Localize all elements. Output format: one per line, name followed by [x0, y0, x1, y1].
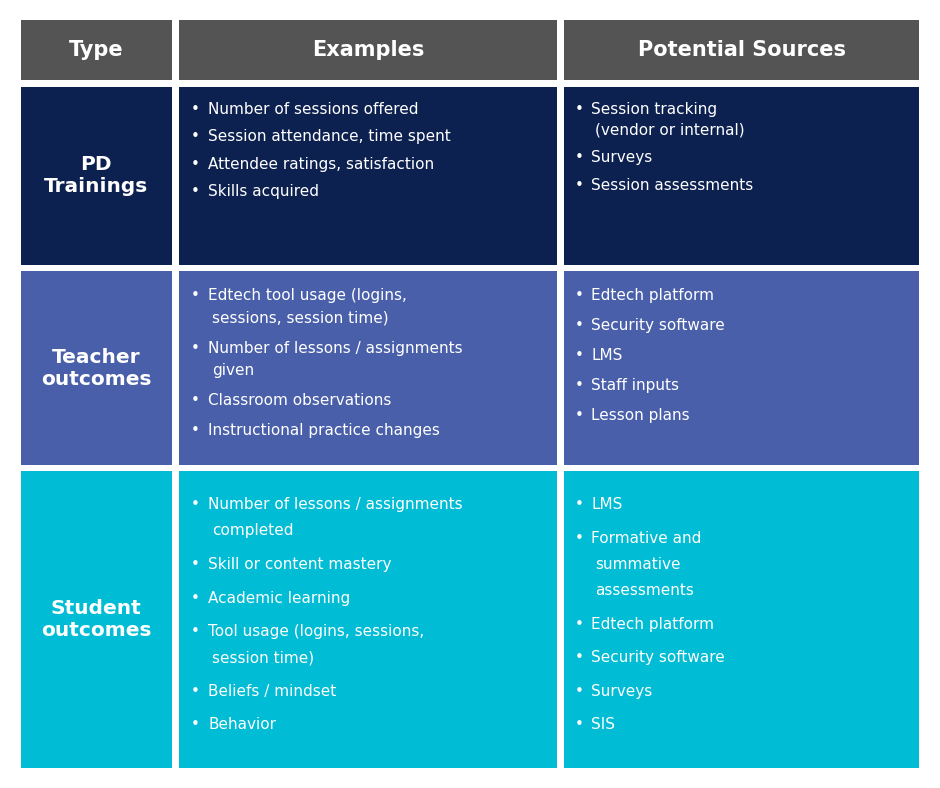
Text: •: • — [575, 684, 584, 699]
Text: Beliefs / mindset: Beliefs / mindset — [209, 684, 337, 699]
Text: •: • — [191, 591, 200, 606]
Text: (vendor or internal): (vendor or internal) — [595, 123, 744, 138]
Text: SIS: SIS — [591, 717, 616, 732]
Text: Security software: Security software — [591, 650, 725, 665]
Text: Session assessments: Session assessments — [591, 178, 754, 193]
Text: Formative and: Formative and — [591, 531, 702, 546]
Text: Classroom observations: Classroom observations — [209, 393, 392, 408]
Text: Security software: Security software — [591, 318, 725, 333]
Text: •: • — [191, 157, 200, 172]
Bar — [180, 20, 556, 80]
Text: •: • — [575, 151, 584, 165]
Text: •: • — [191, 393, 200, 408]
Text: Edtech platform: Edtech platform — [591, 616, 714, 631]
Text: PD
Trainings: PD Trainings — [44, 155, 149, 196]
Text: •: • — [191, 102, 200, 117]
Text: summative: summative — [595, 557, 681, 572]
Text: completed: completed — [212, 523, 293, 538]
Text: assessments: assessments — [595, 583, 694, 598]
Text: Staff inputs: Staff inputs — [591, 377, 680, 392]
Text: Edtech platform: Edtech platform — [591, 288, 714, 303]
Text: Tool usage (logins, sessions,: Tool usage (logins, sessions, — [209, 624, 425, 639]
Text: Academic learning: Academic learning — [209, 591, 351, 606]
Bar — [564, 271, 919, 465]
Text: Teacher
outcomes: Teacher outcomes — [41, 348, 151, 388]
Bar — [564, 471, 919, 768]
Text: session time): session time) — [212, 650, 314, 665]
Text: Session attendance, time spent: Session attendance, time spent — [209, 129, 451, 144]
Text: •: • — [575, 318, 584, 333]
Text: Lesson plans: Lesson plans — [591, 407, 690, 422]
Bar — [180, 471, 556, 768]
Text: •: • — [191, 717, 200, 732]
Text: •: • — [191, 497, 200, 512]
Text: •: • — [191, 422, 200, 437]
Text: •: • — [191, 624, 200, 639]
Text: Type: Type — [69, 40, 123, 61]
Text: Surveys: Surveys — [591, 684, 652, 699]
Bar — [564, 20, 919, 80]
Text: •: • — [191, 288, 200, 303]
Text: •: • — [191, 184, 200, 199]
Bar — [21, 471, 172, 768]
Text: LMS: LMS — [591, 348, 623, 362]
Text: Behavior: Behavior — [209, 717, 276, 732]
Text: Number of lessons / assignments: Number of lessons / assignments — [209, 340, 462, 355]
Text: Student
outcomes: Student outcomes — [41, 599, 151, 640]
Text: Instructional practice changes: Instructional practice changes — [209, 422, 440, 437]
Bar — [21, 20, 172, 80]
Text: •: • — [575, 348, 584, 362]
Text: •: • — [575, 377, 584, 392]
Text: •: • — [191, 557, 200, 572]
Text: •: • — [191, 340, 200, 355]
Text: •: • — [575, 288, 584, 303]
Text: Skills acquired: Skills acquired — [209, 184, 320, 199]
Text: •: • — [575, 102, 584, 117]
Text: •: • — [575, 407, 584, 422]
Text: LMS: LMS — [591, 497, 623, 512]
Bar — [180, 87, 556, 265]
Text: sessions, session time): sessions, session time) — [212, 311, 389, 326]
Text: Edtech tool usage (logins,: Edtech tool usage (logins, — [209, 288, 407, 303]
Bar — [180, 271, 556, 465]
Text: Attendee ratings, satisfaction: Attendee ratings, satisfaction — [209, 157, 434, 172]
Text: •: • — [191, 129, 200, 144]
Text: Number of lessons / assignments: Number of lessons / assignments — [209, 497, 462, 512]
Text: Surveys: Surveys — [591, 151, 652, 165]
Text: •: • — [575, 616, 584, 631]
Bar — [21, 271, 172, 465]
Text: Number of sessions offered: Number of sessions offered — [209, 102, 418, 117]
Text: •: • — [575, 717, 584, 732]
Text: Session tracking: Session tracking — [591, 102, 717, 117]
Text: Examples: Examples — [312, 40, 424, 61]
Text: •: • — [575, 650, 584, 665]
Bar — [21, 87, 172, 265]
Text: Skill or content mastery: Skill or content mastery — [209, 557, 392, 572]
Text: •: • — [575, 178, 584, 193]
Text: •: • — [575, 497, 584, 512]
Text: given: given — [212, 363, 254, 378]
Text: •: • — [191, 684, 200, 699]
Text: •: • — [575, 531, 584, 546]
Text: Potential Sources: Potential Sources — [638, 40, 846, 61]
Bar — [564, 87, 919, 265]
